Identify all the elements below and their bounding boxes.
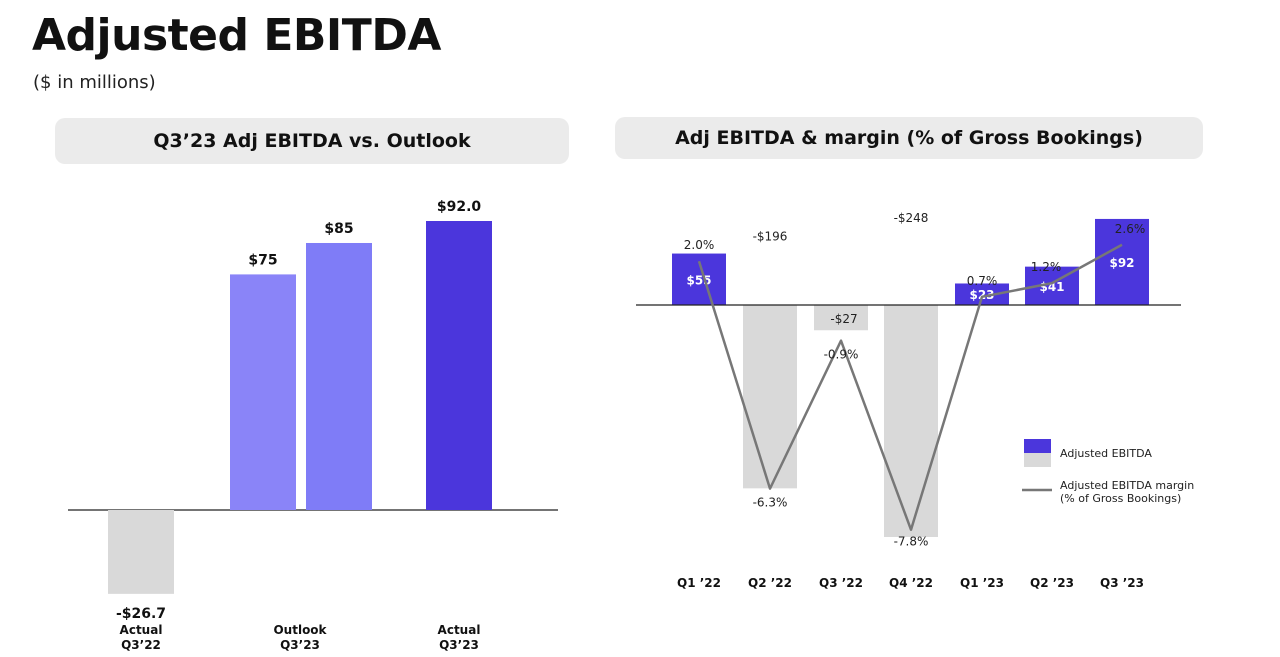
bar-value-label: -$248 [894,211,929,225]
bar [955,283,1009,305]
data-label: $75 [248,252,277,268]
bar [814,305,868,331]
data-label: -$26.7 [116,606,166,622]
margin-value-label: 2.6% [1115,222,1146,236]
margin-line [697,243,1123,531]
x-tick-label: Q3’23 [280,638,320,652]
bar-value-label: $23 [969,288,994,302]
x-tick-label: Q2 ’22 [748,576,792,590]
x-tick-label: Q4 ’22 [889,576,933,590]
margin-value-label: 2.0% [684,238,715,252]
left-chart-header: Q3’23 Adj EBITDA vs. Outlook [55,118,569,164]
margin-value-label: 0.7% [967,274,998,288]
margin-value-label: 1.2% [1031,260,1062,274]
right-chart-header: Adj EBITDA & margin (% of Gross Bookings… [615,117,1203,159]
bar [884,305,938,537]
margin-value-label: -0.9% [824,348,859,362]
bar-value-label: -$27 [830,312,857,326]
bar [426,221,492,510]
bar [306,242,372,510]
page-subtitle: ($ in millions) [33,72,156,93]
x-tick-label: Actual [438,623,481,637]
margin-value-label: -7.8% [894,535,929,549]
bar [108,510,174,594]
legend-label: Adjusted EBITDA [1060,447,1152,460]
x-tick-label: Q1 ’23 [960,576,1004,590]
x-tick-label: Q3 ’22 [819,576,863,590]
left-chart-title: Q3’23 Adj EBITDA vs. Outlook [153,130,471,152]
x-tick-label: Q3 ’23 [1100,576,1144,590]
legend-swatch-negative [1024,453,1051,467]
bar [1095,218,1149,305]
x-tick-label: Q3’23 [439,638,479,652]
page-title: Adjusted EBITDA [32,10,441,61]
bar [230,274,296,510]
legend-swatch-positive [1024,439,1051,453]
x-tick-label: Q1 ’22 [677,576,721,590]
right-chart-title: Adj EBITDA & margin (% of Gross Bookings… [675,127,1143,149]
legend-label: Adjusted EBITDA margin [1060,479,1194,492]
bar-value-label: -$196 [753,229,788,243]
legend-label: (% of Gross Bookings) [1060,492,1181,505]
margin-value-label: -6.3% [753,496,788,510]
x-tick-label: Q2 ’23 [1030,576,1074,590]
bar-value-label: $92 [1109,256,1134,270]
x-tick-label: Actual [120,623,163,637]
x-tick-label: Q3’22 [121,638,161,652]
x-tick-label: Outlook [273,623,327,637]
data-label: $85 [324,221,353,237]
data-label: $92.0 [437,199,482,215]
bar [743,305,797,489]
